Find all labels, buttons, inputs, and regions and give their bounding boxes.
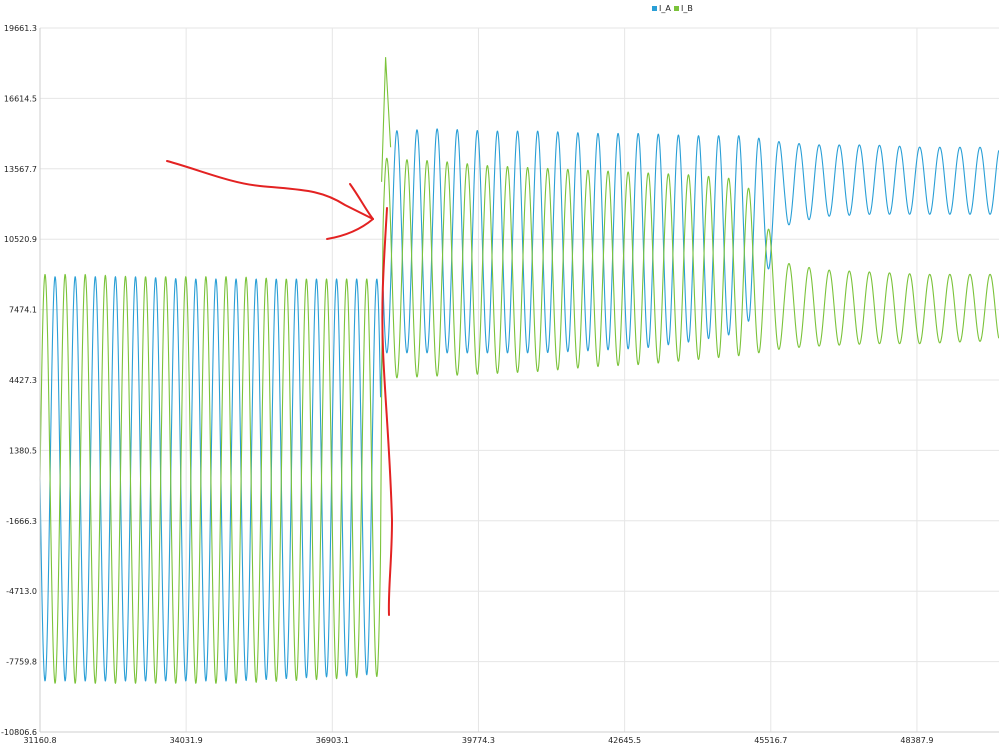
legend-swatch <box>674 6 679 11</box>
y-tick-label: 16614.5 <box>4 94 37 103</box>
y-tick-label: 19661.3 <box>4 24 37 33</box>
y-tick-label: -1666.3 <box>6 517 37 526</box>
legend-label: I_A <box>659 4 671 13</box>
x-tick-label: 31160.8 <box>23 736 56 745</box>
y-tick-label: -10806.6 <box>1 728 37 737</box>
legend: I_A I_B <box>652 4 693 13</box>
x-tick-label: 48387.9 <box>900 736 933 745</box>
series-b-spike <box>381 57 392 182</box>
series-layer <box>39 57 999 684</box>
y-tick-label: -7759.8 <box>6 658 37 667</box>
red-arrow-annotation <box>166 160 374 220</box>
red-arrow-head-bottom <box>326 218 374 240</box>
axes: 19661.3 16614.5 13567.7 10520.9 7474.1 4427.3… <box>1 24 999 745</box>
red-vertical-annotation <box>381 207 394 616</box>
y-tick-label: 1380.5 <box>9 446 37 455</box>
y-tick-label: 10520.9 <box>4 235 37 244</box>
legend-label: I_B <box>681 4 693 13</box>
x-tick-label: 45516.7 <box>754 736 787 745</box>
x-tick-label: 39774.3 <box>462 736 495 745</box>
annotation-layer <box>166 160 394 616</box>
y-tick-label: -4713.0 <box>6 587 37 596</box>
y-tick-label: 4427.3 <box>9 376 37 385</box>
x-tick-label: 42645.5 <box>608 736 641 745</box>
y-tick-label: 13567.7 <box>4 165 37 174</box>
red-arrow-head-top <box>349 183 374 220</box>
x-tick-label: 34031.9 <box>170 736 203 745</box>
series-line-i-a <box>39 128 999 682</box>
legend-swatch <box>652 6 657 11</box>
y-tick-label: 7474.1 <box>9 306 37 315</box>
x-tick-label: 36903.1 <box>316 736 349 745</box>
series-line-i-b <box>39 157 999 684</box>
